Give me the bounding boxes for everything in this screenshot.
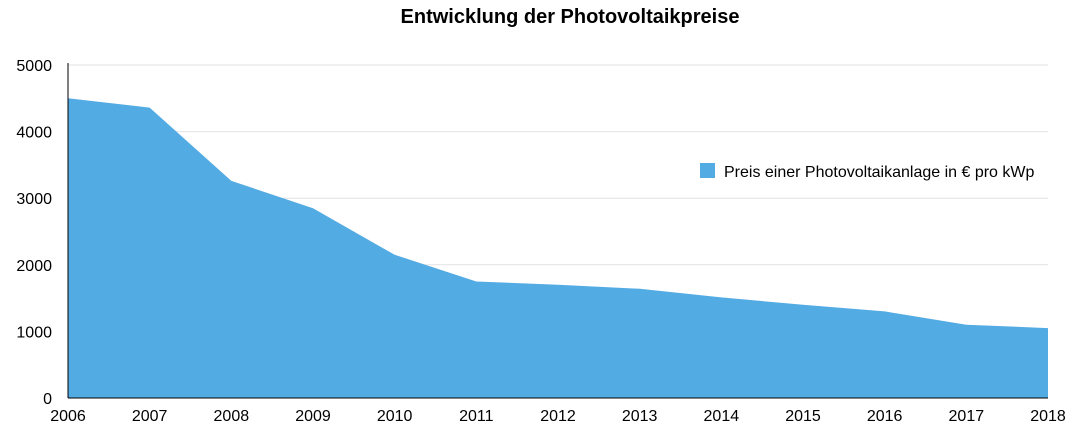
y-tick-label-2000: 2000 — [16, 258, 52, 275]
x-tick-label-2016: 2016 — [867, 408, 903, 425]
x-tick-label-2009: 2009 — [295, 408, 331, 425]
x-tick-label-2018: 2018 — [1030, 408, 1066, 425]
legend-label: Preis einer Photovoltaikanlage in € pro … — [724, 164, 1034, 181]
x-tick-label-2017: 2017 — [949, 408, 985, 425]
y-axis-ticks: 0 1000 2000 3000 4000 5000 — [16, 58, 52, 408]
y-tick-label-4000: 4000 — [16, 125, 52, 142]
area-series-price — [68, 98, 1048, 399]
legend: Preis einer Photovoltaikanlage in € pro … — [700, 163, 1034, 181]
x-tick-label-2011: 2011 — [459, 408, 494, 425]
y-tick-label-0: 0 — [43, 391, 52, 408]
x-tick-label-2015: 2015 — [785, 408, 821, 425]
x-tick-label-2014: 2014 — [704, 408, 740, 425]
x-tick-label-2006: 2006 — [50, 408, 86, 425]
area-layer — [68, 98, 1048, 399]
x-tick-label-2007: 2007 — [132, 408, 168, 425]
y-tick-label-5000: 5000 — [16, 58, 52, 75]
x-tick-label-2010: 2010 — [377, 408, 413, 425]
axis-layer — [67, 63, 1048, 399]
x-tick-label-2013: 2013 — [622, 408, 658, 425]
x-axis-ticks: 2006 2007 2008 2009 2010 2011 2012 2013 2014 2015… — [50, 408, 1066, 425]
y-tick-label-1000: 1000 — [16, 324, 52, 341]
y-tick-label-3000: 3000 — [16, 191, 52, 208]
legend-swatch — [700, 163, 715, 178]
x-tick-label-2008: 2008 — [214, 408, 250, 425]
chart-title: Entwicklung der Photovoltaikpreise — [400, 6, 740, 28]
x-tick-label-2012: 2012 — [540, 408, 576, 425]
